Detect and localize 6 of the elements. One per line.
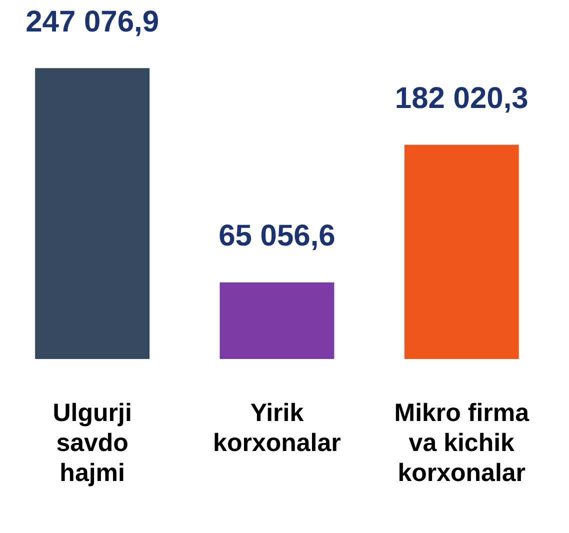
x-tick-label: Yirik korxonalar bbox=[213, 398, 342, 457]
data-label: 65 056,6 bbox=[218, 220, 336, 253]
data-label: 247 076,9 bbox=[26, 5, 160, 38]
x-tick-label: Ulgurji savdo hajmi bbox=[52, 398, 132, 487]
x-tick-label: Mikro firma va kichik korxonalar bbox=[394, 398, 530, 487]
data-label: 182 020,3 bbox=[394, 82, 528, 116]
